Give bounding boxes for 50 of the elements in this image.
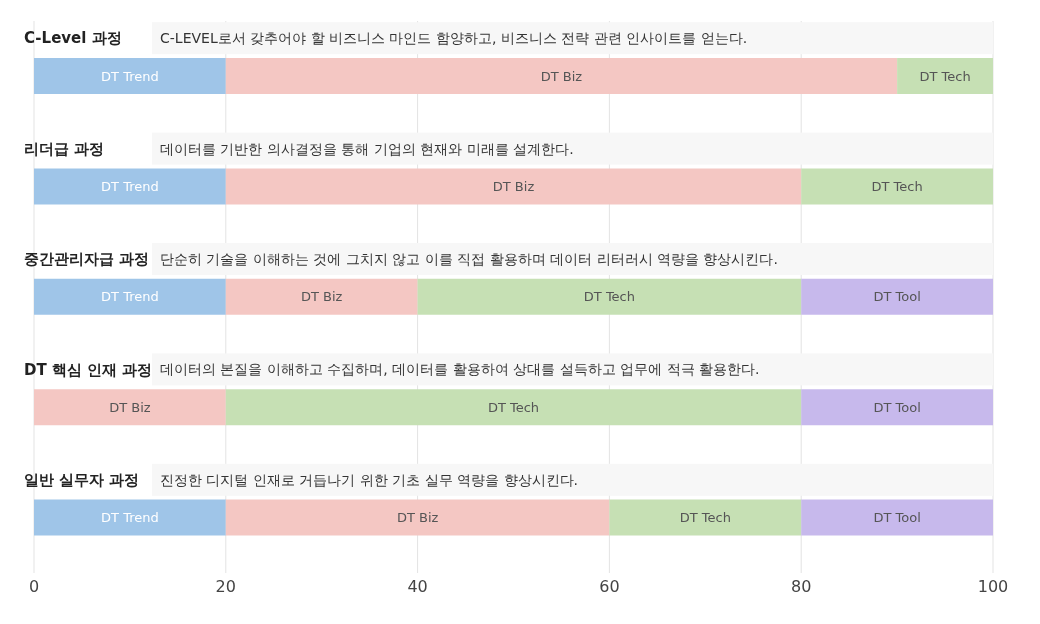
- x-tick-label: 40: [407, 577, 428, 597]
- bar: [897, 58, 993, 94]
- text: DT Biz: [396, 510, 439, 526]
- bar: [34, 58, 226, 94]
- text: DT Tool: [873, 510, 921, 526]
- annotation: 진정한 디지털 인재로 거듭나기 위한 기초 실무 역량을 향상시킨다.: [160, 471, 579, 488]
- bar: [34, 278, 226, 315]
- x-tick-label: 80: [791, 577, 812, 597]
- text: DT Tool: [873, 399, 921, 415]
- bar: [225, 499, 610, 536]
- series-label: DT Tech: [583, 289, 635, 305]
- y-tick-label: 리더급 과정: [24, 139, 105, 158]
- bar: [225, 278, 418, 315]
- bar: [801, 168, 993, 205]
- annotation: 단순히 기술을 이해하는 것에 그치지 않고 이를 직접 활용하며 데이터 리터러시 역량을 향상시킨다.: [160, 250, 778, 267]
- text: DT Trend: [101, 510, 159, 526]
- annotation: 데이터를 기반한 의사결정을 통해 기업의 현재와 미래를 설계한다.: [160, 140, 574, 157]
- y-tick-label: 중간관리자급 과정: [24, 250, 150, 269]
- bar: [225, 58, 898, 94]
- series-label: DT Biz: [300, 289, 343, 305]
- text: DT Tech: [871, 178, 923, 194]
- x-tick-label: 60: [599, 577, 620, 597]
- y-tick-label: DT 핵심 인재 과정: [24, 360, 153, 379]
- series-label: DT Trend: [101, 289, 159, 305]
- bar: [801, 499, 993, 536]
- x-tick-label: 0: [28, 577, 40, 597]
- bar: [34, 499, 226, 536]
- y-tick-label: C-Level 과정: [24, 29, 122, 48]
- bar: [417, 278, 802, 315]
- text: DT Tech: [679, 510, 731, 526]
- bar: [801, 389, 993, 426]
- bar: [225, 168, 802, 205]
- bar: [225, 389, 802, 426]
- text: DT Tech: [487, 399, 540, 415]
- text: DT Trend: [101, 178, 159, 194]
- text: DT Biz: [109, 399, 151, 415]
- text: DT Trend: [101, 68, 159, 84]
- annotation: C-LEVEL로서 갖추어야 할 비즈니스 마인드 함양하고, 비즈니스 전략 관련 인사이트를 얻는다.: [160, 30, 748, 47]
- bar: [609, 499, 802, 536]
- y-tick-label: 일반 실무자 과정: [24, 471, 140, 490]
- bar: [801, 278, 993, 315]
- annotation: 데이터의 본질을 이해하고 수집하며, 데이터를 활용하여 상대를 설득하고 업무에 적극 활용한다.: [160, 361, 760, 378]
- x-tick-label: 100: [977, 577, 1009, 597]
- x-tick-label: 20: [215, 577, 236, 597]
- text: DT Biz: [540, 68, 583, 84]
- bar: [34, 168, 226, 205]
- series-label: DT Tool: [873, 289, 921, 305]
- bar: [34, 389, 226, 426]
- text: DT Tech: [919, 68, 971, 84]
- text: DT Biz: [492, 178, 535, 194]
